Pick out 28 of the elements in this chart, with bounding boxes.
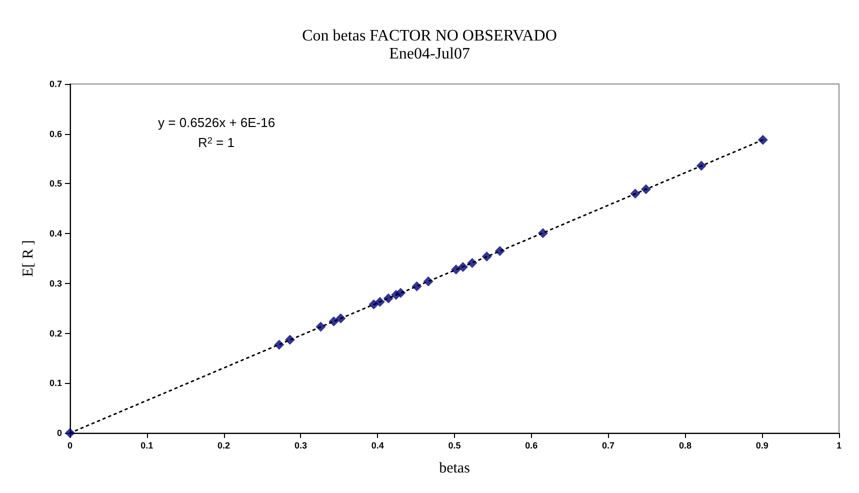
x-tick-label: 0.5: [448, 440, 461, 450]
x-tick-label: 0.7: [602, 440, 615, 450]
y-tick-label: 0.2: [49, 328, 62, 338]
x-tick-label: 0.8: [678, 440, 692, 450]
y-tick-label: 0.5: [49, 178, 62, 189]
point: [640, 184, 651, 194]
x-tick-label: 0.9: [756, 440, 768, 450]
x-axis-title: betas: [439, 460, 470, 476]
point: [458, 262, 468, 272]
x-tick-label: 1: [836, 440, 842, 450]
x-tick-label: 0.1: [140, 440, 154, 450]
chart-title: Con betas FACTOR NO OBSERVADO: [302, 28, 557, 44]
chart-subtitle: Ene04-Jul07: [389, 46, 470, 62]
y-tick-label: 0.4: [49, 228, 62, 239]
annotation: y = 0.6526x + 6E-16: [158, 115, 276, 130]
y-tick-label: 0: [56, 428, 62, 438]
y-tick-label: 0.7: [49, 79, 62, 89]
x-tick-label: 0.3: [294, 440, 307, 450]
x-tick-label: 0.2: [218, 440, 230, 450]
x-tick-label: 0: [67, 440, 73, 450]
point: [316, 322, 326, 332]
x-tick-label: 0.6: [525, 440, 538, 450]
point: [696, 160, 706, 171]
y-tick-label: 0.6: [49, 128, 62, 139]
y-tick-label: 0.1: [49, 378, 62, 388]
y-axis-title: E[ R ]: [20, 240, 36, 277]
y-tick-label: 0.3: [49, 278, 62, 288]
x-tick-label: 0.4: [371, 440, 384, 450]
